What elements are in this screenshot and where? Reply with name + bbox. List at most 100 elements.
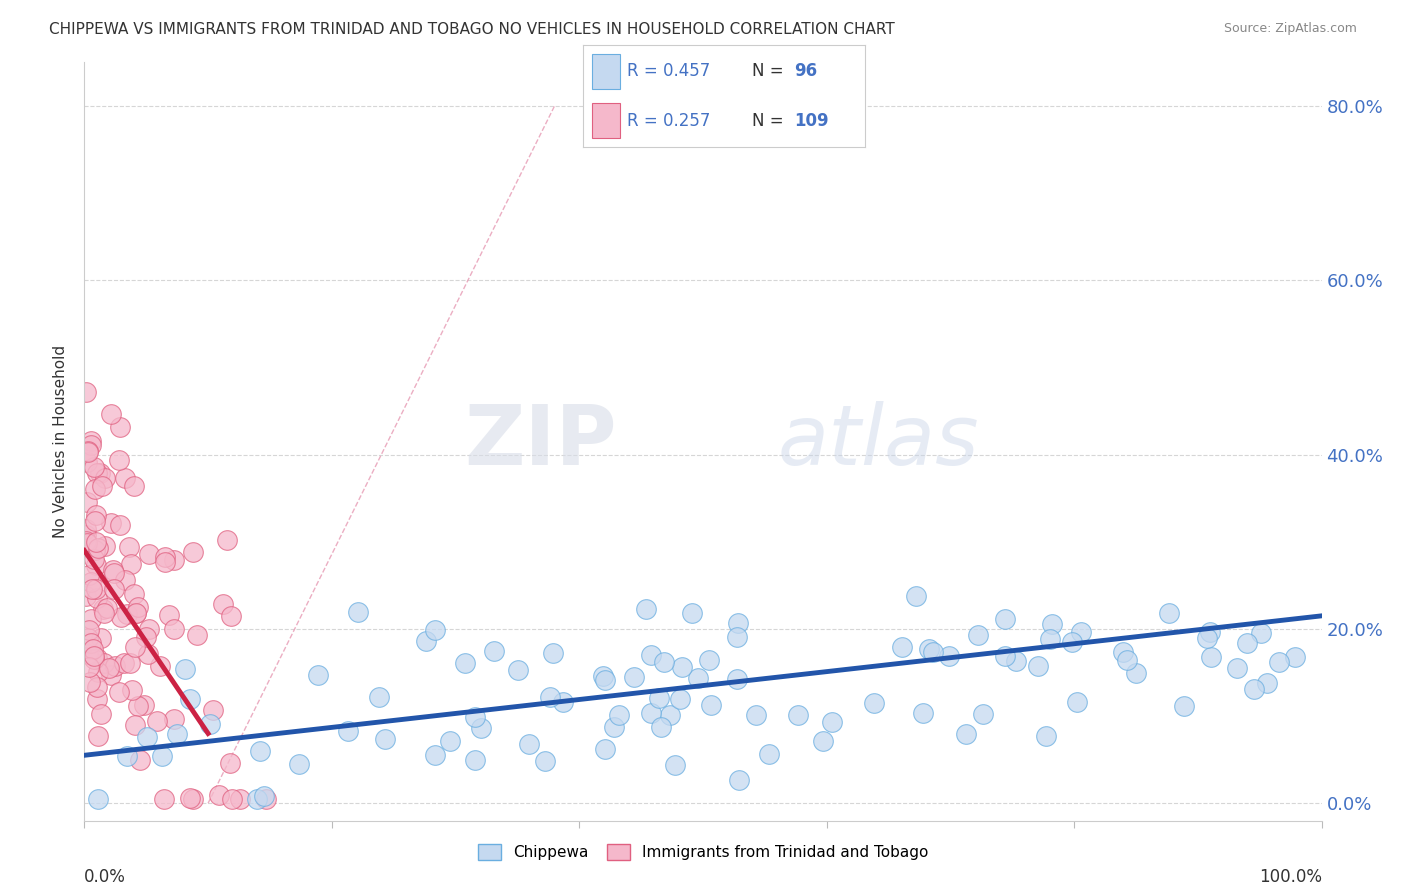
Point (1243, 682, 1265, 697)
Point (93, 540, 115, 554)
Point (75, 522, 97, 536)
Point (76, 631, 98, 645)
Point (138, 648, 160, 662)
Point (120, 557, 142, 571)
Point (202, 703, 225, 717)
Text: CHIPPEWA VS IMMIGRANTS FROM TRINIDAD AND TOBAGO NO VEHICLES IN HOUSEHOLD CORRELA: CHIPPEWA VS IMMIGRANTS FROM TRINIDAD AND… (49, 22, 896, 37)
Text: N =: N = (752, 62, 783, 80)
Point (162, 622, 184, 636)
Point (891, 640, 914, 655)
Point (288, 757, 311, 772)
Point (104, 659, 127, 673)
Point (425, 747, 447, 762)
Point (110, 517, 132, 532)
Point (174, 662, 197, 676)
Point (728, 772, 751, 787)
Point (1070, 625, 1092, 640)
Point (603, 720, 626, 734)
Point (938, 648, 960, 663)
Point (993, 649, 1015, 664)
Point (966, 628, 988, 642)
Point (727, 615, 749, 630)
Point (593, 673, 616, 687)
Point (211, 598, 233, 612)
Point (86, 467, 108, 481)
Point (347, 605, 370, 619)
Point (77, 443, 100, 458)
Point (972, 706, 994, 721)
Point (75, 533, 97, 548)
Point (86, 651, 108, 665)
Point (84, 543, 107, 558)
Point (912, 706, 935, 720)
Point (77, 444, 100, 458)
Point (118, 656, 141, 670)
Point (668, 692, 690, 706)
Point (1267, 655, 1289, 669)
Point (423, 623, 446, 637)
Point (114, 471, 136, 485)
Point (922, 644, 945, 658)
Point (553, 695, 575, 709)
Point (623, 670, 645, 684)
Point (699, 698, 721, 712)
Point (1284, 650, 1306, 665)
Point (98, 660, 121, 674)
Point (1039, 632, 1062, 646)
Point (86, 691, 108, 706)
Point (1005, 654, 1028, 668)
Point (76, 647, 98, 661)
Point (1062, 635, 1084, 649)
Point (146, 714, 169, 728)
Point (84, 514, 107, 528)
Point (87, 665, 110, 680)
Point (862, 696, 884, 710)
Point (89, 466, 111, 480)
Point (76, 495, 98, 509)
Point (186, 628, 208, 642)
Point (118, 540, 141, 554)
Point (107, 452, 129, 467)
Point (84, 582, 107, 597)
Point (80, 612, 103, 626)
Point (163, 712, 186, 726)
Point (1116, 653, 1139, 667)
Point (77, 623, 100, 637)
Point (1066, 695, 1088, 709)
Point (91, 602, 114, 616)
Point (905, 589, 928, 603)
Point (538, 690, 561, 704)
Point (115, 748, 138, 763)
Point (110, 610, 132, 624)
Point (76, 455, 98, 469)
Point (181, 792, 204, 806)
Point (249, 743, 271, 757)
Point (1226, 661, 1249, 675)
Point (86, 591, 108, 605)
Point (128, 753, 150, 767)
Point (454, 657, 477, 671)
Point (1159, 606, 1181, 620)
Point (121, 682, 143, 697)
Text: N =: N = (752, 112, 783, 129)
Point (93, 657, 115, 671)
Point (1199, 649, 1222, 664)
Legend: Chippewa, Immigrants from Trinidad and Tobago: Chippewa, Immigrants from Trinidad and T… (471, 838, 935, 866)
Point (100, 407, 122, 421)
Point (149, 659, 172, 673)
Point (124, 640, 146, 654)
Point (671, 660, 693, 674)
Point (84, 535, 107, 549)
Point (640, 706, 662, 721)
Point (650, 720, 672, 734)
Point (648, 691, 671, 706)
Point (127, 599, 149, 614)
Point (482, 644, 505, 658)
Point (112, 656, 135, 670)
Point (541, 647, 564, 661)
Point (1112, 645, 1135, 659)
Point (127, 698, 149, 713)
Point (439, 734, 461, 748)
Point (84, 508, 107, 522)
Point (101, 563, 124, 577)
